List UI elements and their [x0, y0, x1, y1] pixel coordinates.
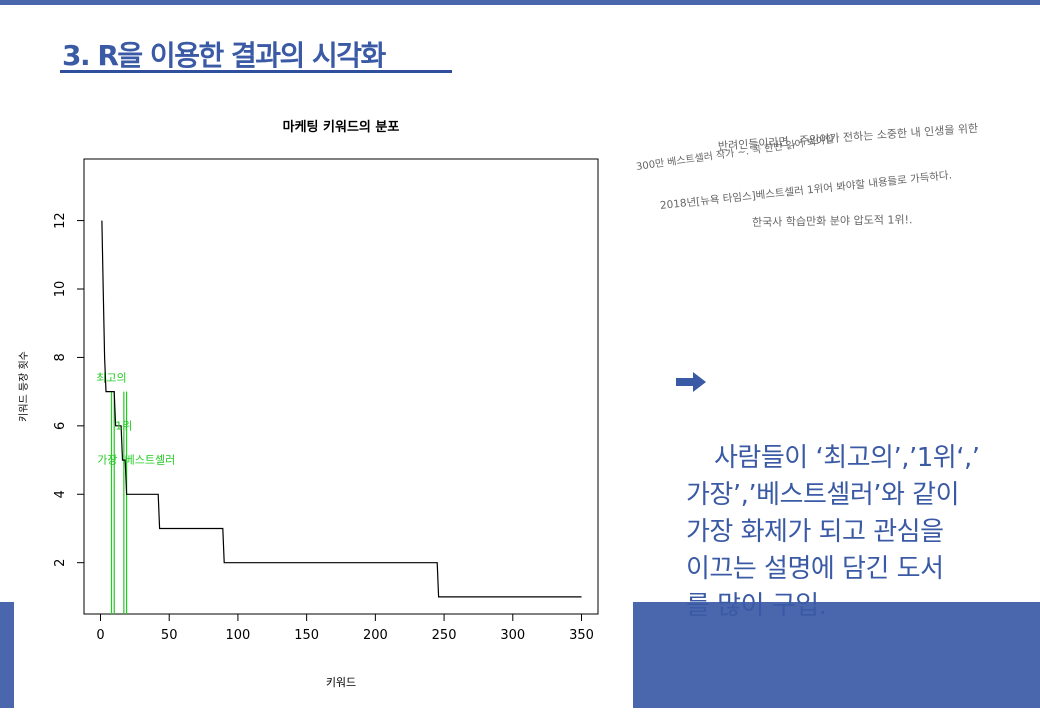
x-tick-label: 50 [161, 628, 178, 643]
x-tick-label: 250 [432, 628, 457, 643]
x-tick-label: 150 [294, 628, 319, 643]
series-line [101, 220, 582, 598]
y-tick-label: 2 [53, 559, 68, 567]
x-axis-label: 키워드 [326, 676, 356, 689]
y-tick-label: 8 [53, 353, 68, 361]
title-underline [60, 70, 452, 73]
x-tick-label: 300 [500, 628, 525, 643]
y-tick-label: 4 [53, 490, 68, 498]
x-tick-label: 350 [569, 628, 594, 643]
word-cloud: 반려인들이라면 , 주인이가 전하는 소중한 내 인생을 위한 300만 베스트… [630, 110, 1040, 240]
top-accent-bar [0, 0, 1040, 5]
slide-title: 3. R을 이용한 결과의 시각화 [62, 39, 386, 72]
y-tick-label: 6 [53, 422, 68, 430]
y-tick-label: 10 [53, 281, 68, 298]
highlight-label: 베스트셀러 [125, 453, 176, 466]
description-text-block: 사람들이 ‘최고의’,’1위‘,’ 가장’,’베스트셀러’와 같이 가장 화제가… [676, 366, 1006, 662]
right-arrow-icon [676, 372, 706, 392]
chart-title: 마케팅 키워드의 분포 [283, 119, 400, 135]
highlight-label: 최고의 [96, 371, 126, 384]
word-cloud-line: 2018년[뉴욕 타임스]베스트셀러 1위어 봐야할 내용들로 가득하다. [659, 169, 953, 212]
x-tick-label: 0 [96, 628, 104, 643]
bottom-white-strip [0, 708, 1040, 720]
highlight-label: 가장 [97, 453, 117, 466]
y-tick-label: 12 [53, 212, 68, 229]
highlight-label: 1위 [115, 419, 132, 432]
description-text: 사람들이 ‘최고의’,’1위‘,’ 가장’,’베스트셀러’와 같이 가장 화제가… [686, 443, 980, 621]
y-axis-label: 키워드 등장 횟수 [17, 351, 30, 422]
plot-frame [83, 158, 599, 615]
x-tick-label: 100 [226, 628, 251, 643]
word-cloud-line: 한국사 학습만화 분야 압도적 1위!. [751, 213, 913, 229]
x-tick-label: 200 [363, 628, 388, 643]
